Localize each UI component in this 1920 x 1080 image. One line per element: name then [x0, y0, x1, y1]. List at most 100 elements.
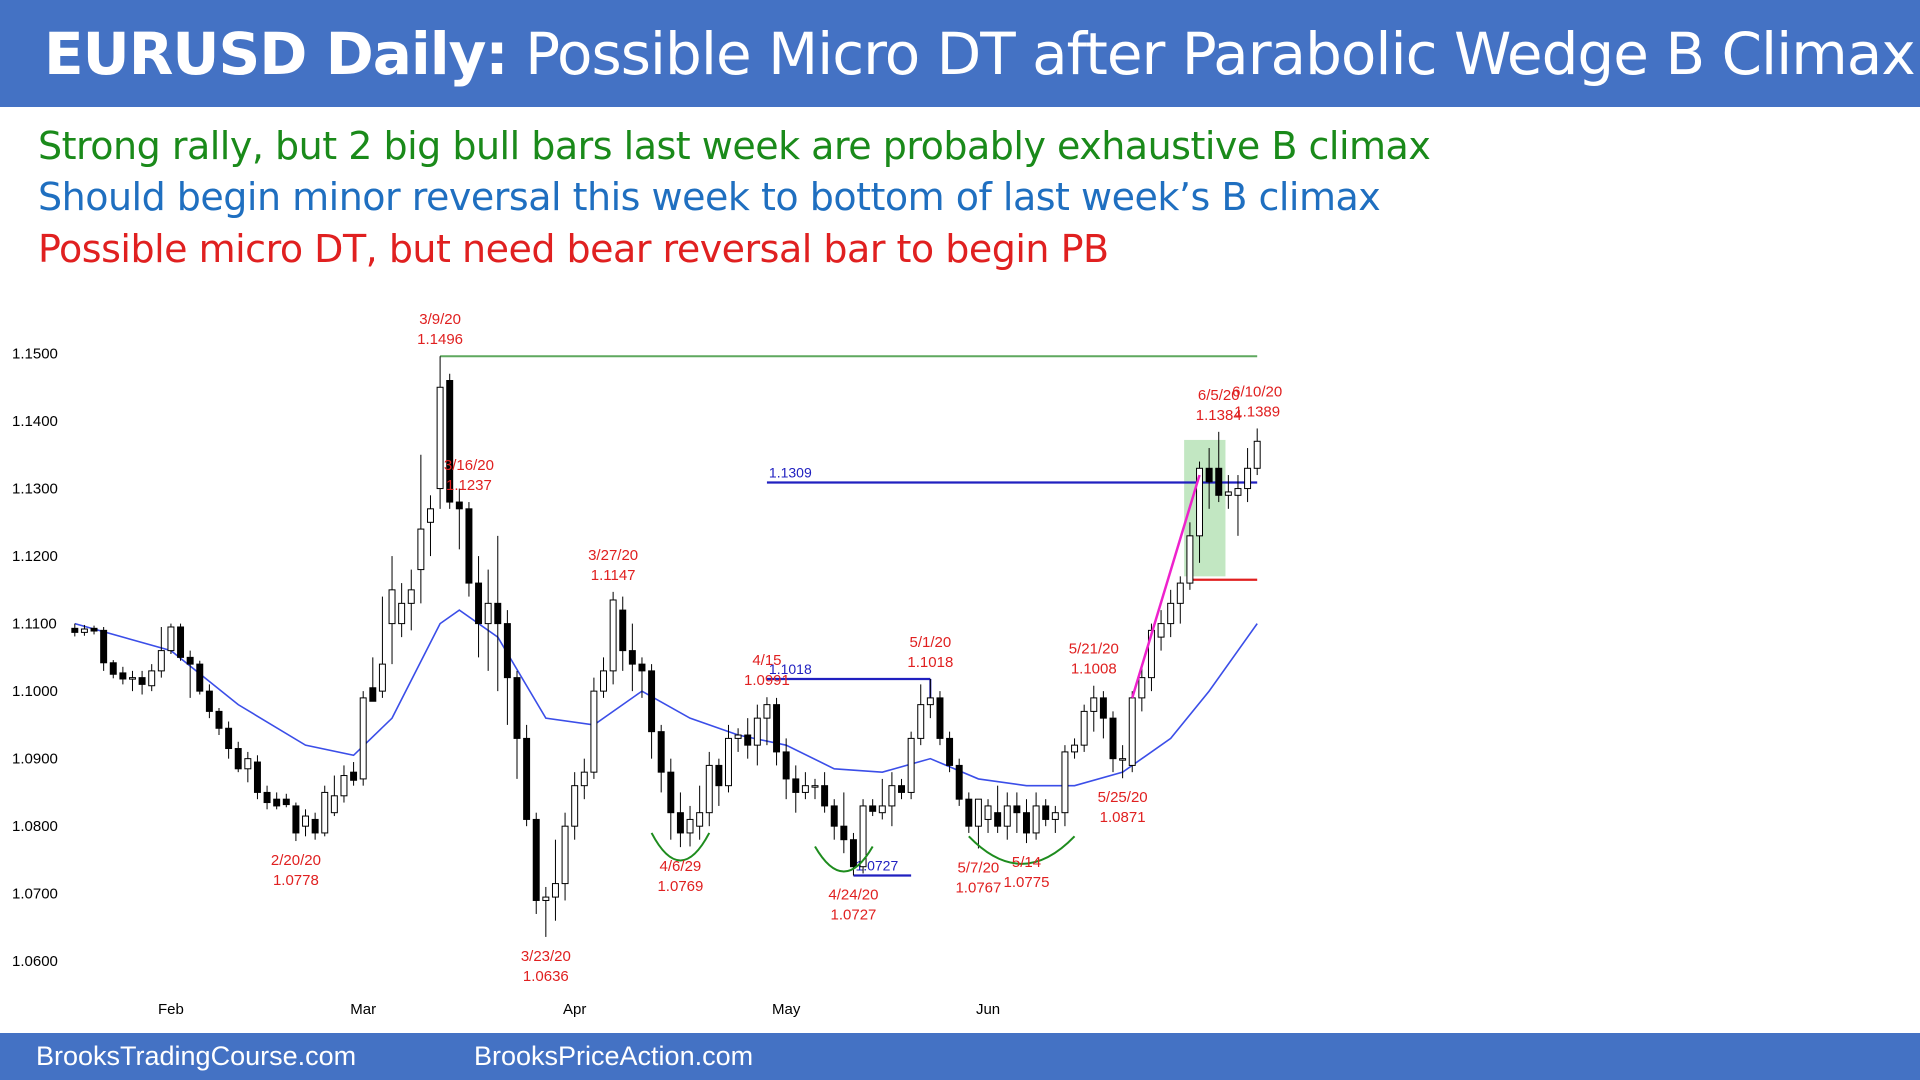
candle-body — [1205, 467, 1213, 483]
candle-body — [561, 825, 569, 885]
candle-body — [244, 758, 252, 770]
candle-body — [782, 751, 790, 780]
candle-body — [1061, 751, 1069, 814]
candle-body — [1196, 467, 1203, 537]
annotation-date: 5/21/20 — [1069, 641, 1119, 658]
annotation-date: 5/14 — [1012, 854, 1041, 871]
bottom-arc — [814, 845, 874, 873]
annotation-price: 1.0871 — [1100, 809, 1146, 826]
annotation-date: 3/9/20 — [419, 311, 461, 328]
candle-body — [282, 798, 290, 806]
annotation-date: 5/1/20 — [909, 634, 951, 651]
candle-body — [330, 795, 338, 814]
y-tick-label: 1.1400 — [12, 413, 58, 430]
candle-body — [725, 737, 732, 787]
candle-body — [974, 798, 982, 827]
candle-body — [638, 663, 646, 672]
candle-body — [494, 602, 502, 625]
candle-body — [513, 677, 521, 739]
candle-body — [849, 839, 857, 868]
y-tick-label: 1.1100 — [12, 616, 57, 633]
annotation-price: 1.0727 — [831, 906, 877, 923]
x-tick-label: Feb — [158, 1001, 184, 1018]
candle-body — [840, 825, 848, 841]
candle-body — [1032, 805, 1040, 834]
annotation-price: 1.0636 — [523, 968, 569, 985]
candle-body — [1128, 697, 1136, 766]
annotation-price: 1.1384 — [1196, 407, 1242, 424]
candle-body — [676, 812, 684, 834]
annotation-date: 4/6/29 — [660, 858, 702, 875]
candle-body — [744, 734, 752, 746]
candle-body — [792, 778, 800, 793]
candle-body — [1080, 710, 1088, 746]
candle-body — [801, 785, 809, 793]
candle-body — [705, 764, 713, 814]
candle-body — [898, 785, 905, 793]
candle-body — [619, 609, 627, 652]
candle-body — [1119, 758, 1127, 761]
candle-body — [177, 626, 185, 658]
candle-body — [359, 697, 367, 780]
candle-body — [715, 764, 723, 787]
candle-body — [1157, 623, 1165, 638]
candle-body — [532, 818, 540, 901]
y-tick-label: 1.0900 — [12, 751, 58, 768]
candle-body — [1224, 491, 1232, 496]
candle-body — [811, 785, 819, 788]
candle-body — [600, 670, 607, 692]
candle-body — [378, 663, 386, 692]
footer-site-left[interactable]: BrooksTradingCourse.com — [36, 1041, 357, 1071]
candle-body — [667, 771, 675, 814]
annotation-price: 1.0778 — [273, 872, 319, 889]
candle-body — [369, 687, 377, 702]
annotation-date: 6/10/20 — [1232, 383, 1282, 400]
x-tick-label: May — [772, 1001, 801, 1018]
candle-body — [398, 602, 406, 625]
y-tick-label: 1.1200 — [12, 548, 58, 565]
candle-body — [734, 734, 742, 739]
candle-body — [984, 805, 992, 820]
candle-body — [946, 737, 954, 766]
candle-body — [446, 380, 454, 503]
candle-body — [71, 627, 79, 633]
candle-body — [1023, 812, 1030, 834]
candle-body — [648, 670, 656, 733]
candle-body — [907, 737, 915, 793]
commentary-line-1: Strong rally, but 2 big bull bars last w… — [38, 124, 1431, 168]
candle-body — [1109, 717, 1117, 760]
annotation-date: 3/23/20 — [521, 948, 571, 965]
bottom-arc — [968, 835, 1076, 865]
candle-body — [311, 818, 319, 834]
candle-body — [1244, 467, 1252, 490]
candle-body — [465, 508, 473, 584]
candle-body — [215, 710, 223, 729]
candle-body — [657, 731, 665, 773]
candle-body — [225, 727, 233, 750]
candle-body — [263, 791, 271, 804]
x-tick-label: Apr — [563, 1001, 586, 1018]
candle-body — [436, 386, 444, 490]
candle-body — [696, 812, 704, 827]
candle-body — [321, 791, 329, 834]
candle-body — [273, 798, 281, 807]
candle-body — [1234, 488, 1242, 496]
title-text: Possible Micro DT after Parabolic Wedge … — [507, 20, 1916, 88]
candle-body — [80, 628, 88, 633]
candle-body — [427, 508, 434, 523]
candle-body — [1003, 805, 1011, 827]
annotation-date: 6/5/20 — [1198, 387, 1240, 404]
candle-body — [1099, 697, 1107, 719]
candle-body — [186, 656, 194, 665]
candle-body — [157, 650, 165, 672]
candle-body — [253, 761, 261, 793]
candle-body — [763, 704, 771, 719]
annotation-price: 1.1008 — [1071, 661, 1117, 678]
annotation-date: 2/20/20 — [271, 852, 321, 869]
footer-bar: BrooksTradingCourse.com BrooksPriceActio… — [0, 1033, 1920, 1080]
candle-body — [138, 677, 146, 685]
annotation-date: 5/7/20 — [958, 859, 1000, 876]
annotation-price: 1.0769 — [657, 878, 703, 895]
candle-body — [590, 690, 598, 773]
footer-site-right[interactable]: BrooksPriceAction.com — [474, 1041, 754, 1071]
